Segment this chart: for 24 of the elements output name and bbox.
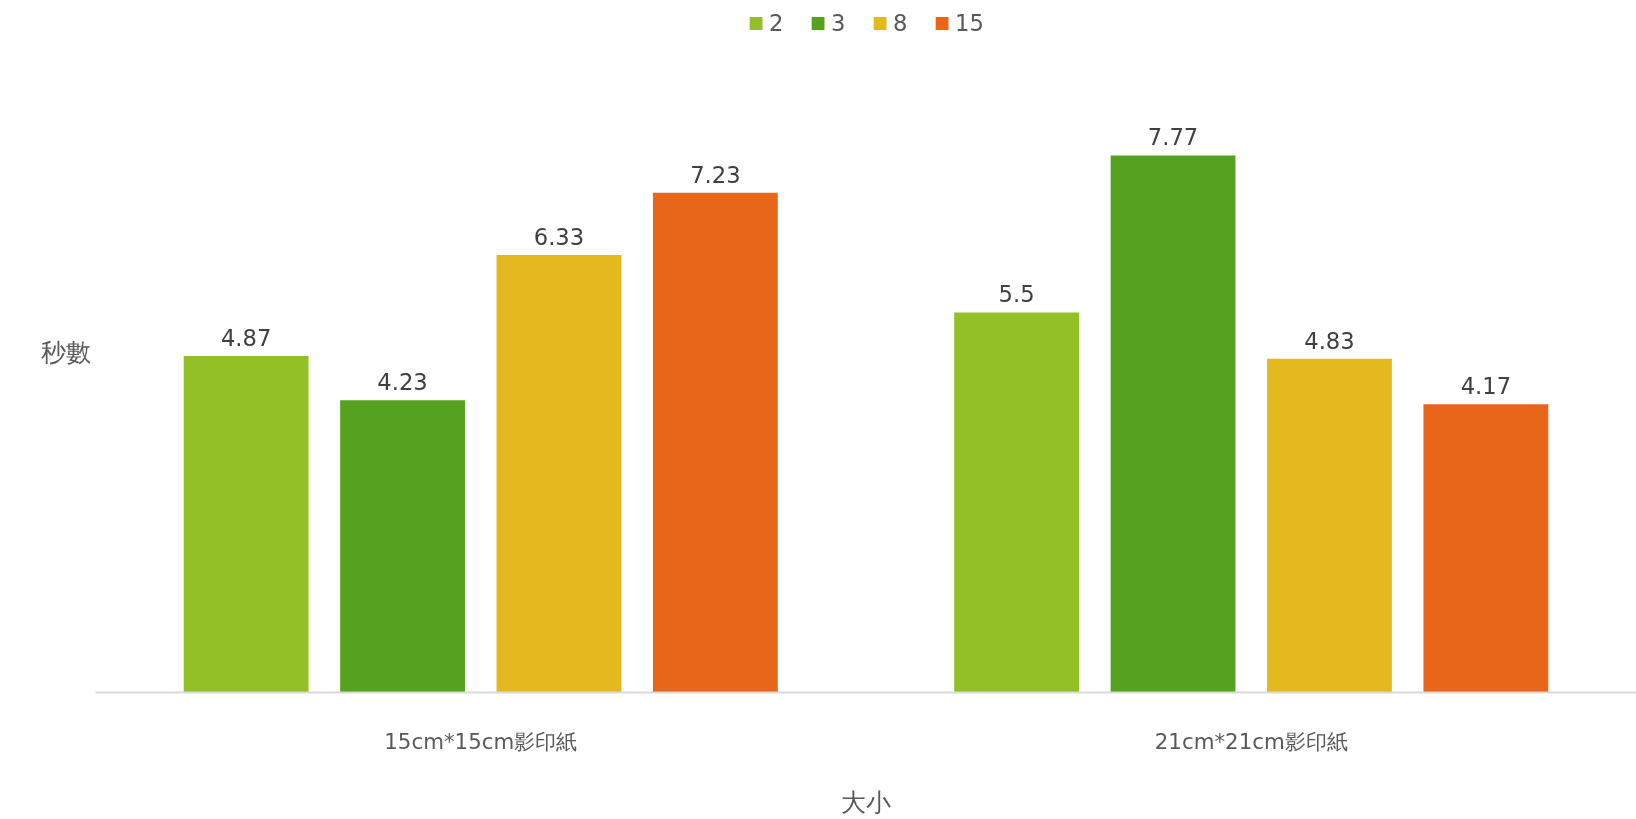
data-label: 5.5 <box>998 281 1035 308</box>
bar <box>1110 155 1236 693</box>
bar <box>1423 404 1549 693</box>
legend-label: 15 <box>955 10 984 36</box>
bar <box>183 355 309 693</box>
x-tick-label: 21cm*21cm影印紙 <box>1154 728 1348 754</box>
data-label: 7.23 <box>690 161 741 188</box>
data-label: 4.87 <box>220 324 272 351</box>
data-label: 4.23 <box>377 369 428 396</box>
legend-label: 3 <box>831 10 847 36</box>
bar <box>496 255 622 693</box>
bar <box>652 192 778 693</box>
y-axis-title: 秒數 <box>40 336 91 367</box>
data-label: 6.33 <box>533 224 585 251</box>
legend-label: 8 <box>893 10 909 36</box>
x-axis-title: 大小 <box>841 786 891 817</box>
x-tick-label: 15cm*15cm影印紙 <box>384 728 578 754</box>
data-label: 4.83 <box>1304 327 1355 354</box>
bar <box>340 400 465 693</box>
legend-label: 2 <box>769 10 785 36</box>
bar <box>1267 358 1392 693</box>
data-label: 4.17 <box>1460 373 1512 400</box>
data-label: 7.77 <box>1147 124 1199 151</box>
bar <box>954 312 1080 693</box>
